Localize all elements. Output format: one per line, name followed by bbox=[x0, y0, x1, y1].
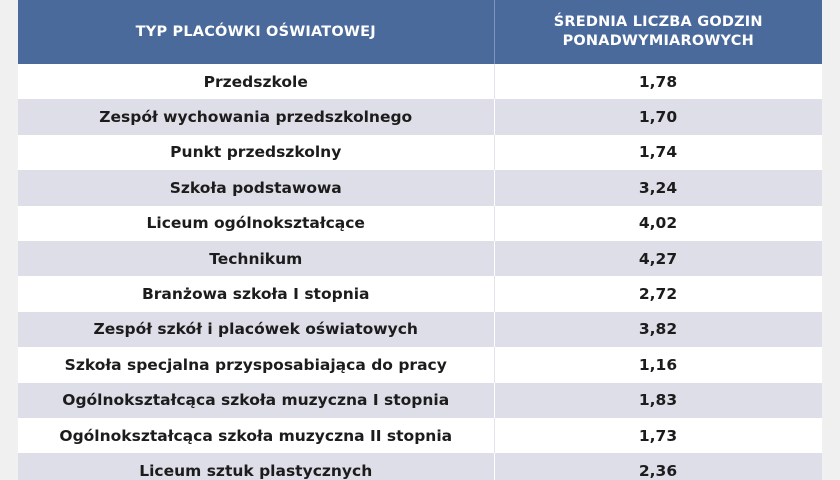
facility-type-cell: Szkoła specjalna przysposabiająca do pra… bbox=[18, 347, 495, 383]
average-hours-cell: 4,27 bbox=[494, 240, 822, 277]
facility-type-cell: Zespół szkół i placówek oświatowych bbox=[18, 311, 495, 348]
average-hours-cell: 1,74 bbox=[494, 134, 822, 171]
average-hours-cell: 1,78 bbox=[494, 64, 822, 100]
overtime-hours-table: TYP PLACÓWKI OŚWIATOWEJ ŚREDNIA LICZBA G… bbox=[18, 0, 822, 480]
column-header-average-hours-line2: PONADWYMIAROWYCH bbox=[562, 33, 754, 49]
header-row: TYP PLACÓWKI OŚWIATOWEJ ŚREDNIA LICZBA G… bbox=[18, 0, 822, 64]
table-body: Przedszkole 1,78 Zespół wychowania przed… bbox=[18, 64, 822, 480]
average-hours-cell: 1,70 bbox=[494, 99, 822, 135]
table-row: Zespół wychowania przedszkolnego 1,70 bbox=[18, 99, 822, 135]
table-row: Ogólnokształcąca szkoła muzyczna I stopn… bbox=[18, 382, 822, 418]
table-row: Branżowa szkoła I stopnia 2,72 bbox=[18, 276, 822, 312]
facility-type-cell: Ogólnokształcąca szkoła muzyczna II stop… bbox=[18, 417, 495, 454]
facility-type-cell: Punkt przedszkolny bbox=[18, 134, 495, 171]
column-header-average-hours-line1: ŚREDNIA LICZBA GODZIN bbox=[553, 14, 763, 30]
table-row: Szkoła specjalna przysposabiająca do pra… bbox=[18, 347, 822, 383]
facility-type-cell: Zespół wychowania przedszkolnego bbox=[18, 99, 495, 135]
table-row: Szkoła podstawowa 3,24 bbox=[18, 170, 822, 206]
average-hours-cell: 2,36 bbox=[494, 453, 822, 480]
data-table-container: TYP PLACÓWKI OŚWIATOWEJ ŚREDNIA LICZBA G… bbox=[18, 0, 822, 480]
table-row: Ogólnokształcąca szkoła muzyczna II stop… bbox=[18, 417, 822, 454]
average-hours-cell: 1,83 bbox=[494, 382, 822, 418]
average-hours-cell: 3,24 bbox=[494, 170, 822, 206]
table-row: Liceum ogólnokształcące 4,02 bbox=[18, 205, 822, 241]
facility-type-cell: Ogólnokształcąca szkoła muzyczna I stopn… bbox=[18, 382, 495, 418]
average-hours-cell: 2,72 bbox=[494, 276, 822, 312]
facility-type-cell: Przedszkole bbox=[18, 64, 495, 100]
average-hours-cell: 1,73 bbox=[494, 417, 822, 454]
facility-type-cell: Liceum ogólnokształcące bbox=[18, 205, 495, 241]
facility-type-cell: Branżowa szkoła I stopnia bbox=[18, 276, 495, 312]
column-header-facility-type: TYP PLACÓWKI OŚWIATOWEJ bbox=[18, 0, 495, 64]
table-row: Technikum 4,27 bbox=[18, 240, 822, 277]
average-hours-cell: 4,02 bbox=[494, 205, 822, 241]
table-row: Liceum sztuk plastycznych 2,36 bbox=[18, 453, 822, 480]
average-hours-cell: 1,16 bbox=[494, 347, 822, 383]
column-header-average-hours: ŚREDNIA LICZBA GODZIN PONADWYMIAROWYCH bbox=[494, 0, 822, 64]
facility-type-cell: Szkoła podstawowa bbox=[18, 170, 495, 206]
table-row: Przedszkole 1,78 bbox=[18, 64, 822, 100]
table-row: Zespół szkół i placówek oświatowych 3,82 bbox=[18, 311, 822, 348]
table-header: TYP PLACÓWKI OŚWIATOWEJ ŚREDNIA LICZBA G… bbox=[18, 0, 822, 64]
average-hours-cell: 3,82 bbox=[494, 311, 822, 348]
facility-type-cell: Liceum sztuk plastycznych bbox=[18, 453, 495, 480]
table-row: Punkt przedszkolny 1,74 bbox=[18, 134, 822, 171]
facility-type-cell: Technikum bbox=[18, 240, 495, 277]
